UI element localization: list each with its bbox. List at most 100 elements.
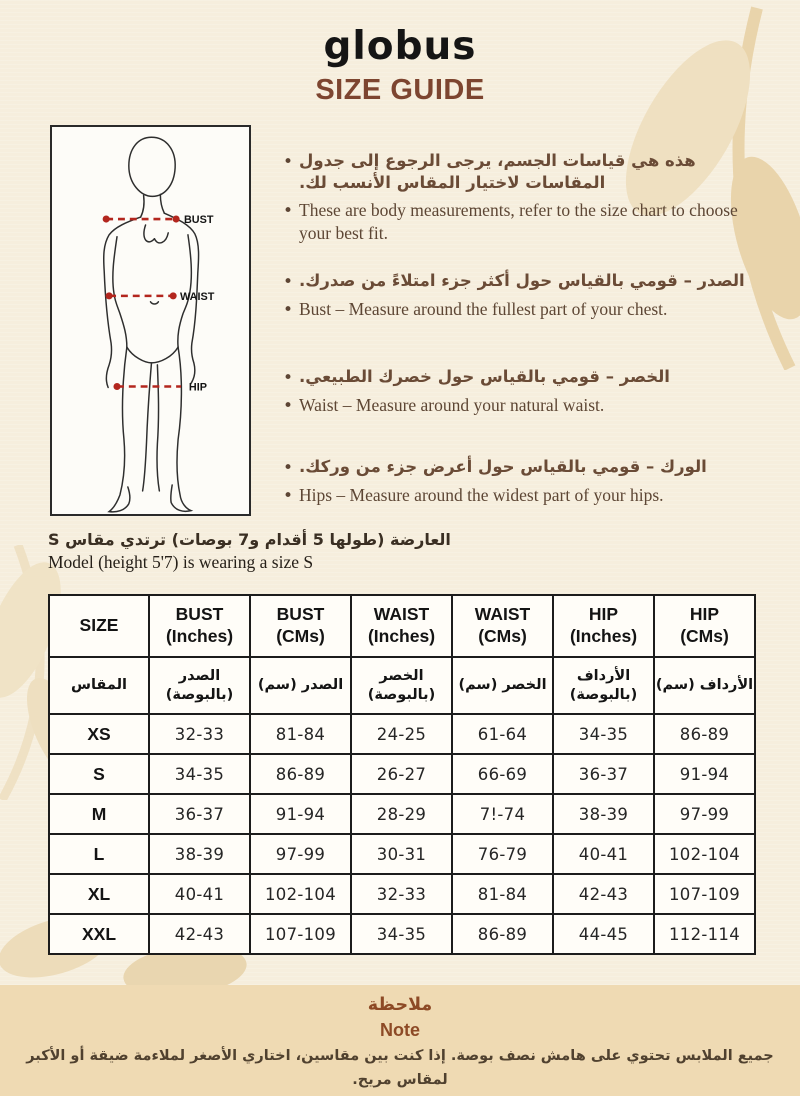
- cell-value: 36-37: [552, 753, 655, 795]
- size-label: L: [48, 833, 150, 875]
- cell-value: 40-41: [552, 833, 655, 875]
- header-line: BUST: [175, 604, 224, 625]
- instruction-text: الصدر – قومي بالقياس حول أكثر جزء امتلاء…: [299, 270, 745, 290]
- cell-value: 44-45: [552, 913, 655, 955]
- col-header-waist-cm-ar: الخصر (سم): [451, 656, 554, 715]
- table-row-m: M 36-37 91-94 28-29 7!-74 38-39 97-99: [48, 793, 756, 835]
- body-measurement-diagram: BUST WAIST HIP: [50, 125, 251, 516]
- col-header-hip-in-ar: الأرداف (بالبوصة): [552, 656, 655, 715]
- page-title: SIZE GUIDE: [315, 74, 485, 106]
- note-body-en: All garments have a ½ inch margin. On a …: [0, 1093, 800, 1096]
- bullet-icon: •: [283, 367, 294, 388]
- cell-value: 86-89: [653, 713, 756, 755]
- instruction-bust-en: • Bust – Measure around the fullest part…: [283, 298, 745, 321]
- cell-value: 91-94: [249, 793, 352, 835]
- note-body-ar: جميع الملابس تحتوي على هامش نصف بوصة. إذ…: [26, 1047, 774, 1088]
- model-size-note-en: Model (height 5'7) is wearing a size S: [48, 552, 314, 573]
- hip-line-label: HIP: [189, 381, 207, 393]
- cell-value: 40-41: [148, 873, 251, 915]
- note-title-ar: ملاحظة: [367, 995, 433, 1015]
- size-label: M: [48, 793, 150, 835]
- cell-value: 36-37: [148, 793, 251, 835]
- header-line: (CMs): [478, 626, 527, 646]
- header-line: الصدر: [178, 667, 221, 684]
- cell-value: 66-69: [451, 753, 554, 795]
- cell-value: 24-25: [350, 713, 453, 755]
- col-header-bust-cm: BUST (CMs): [249, 594, 352, 658]
- cell-value: 86-89: [249, 753, 352, 795]
- instruction-text: Hips – Measure around the widest part of…: [299, 485, 664, 506]
- col-header-hip-cm: HIP (CMs): [653, 594, 756, 658]
- cell-value: 107-109: [249, 913, 352, 955]
- header-line: HIP: [689, 604, 720, 625]
- header-line: الخصر: [379, 667, 424, 684]
- table-row-l: L 38-39 97-99 30-31 76-79 40-41 102-104: [48, 833, 756, 875]
- instruction-hip-en: • Hips – Measure around the widest part …: [283, 484, 745, 507]
- note-title-en: Note: [380, 1019, 420, 1040]
- cell-value: 42-43: [148, 913, 251, 955]
- cell-value: 34-35: [148, 753, 251, 795]
- header-line: (Inches): [165, 626, 234, 646]
- instruction-text: الخصر – قومي بالقياس حول خصرك الطبيعي.: [299, 366, 670, 386]
- cell-value: 107-109: [653, 873, 756, 915]
- header-line: WAIST: [474, 604, 531, 625]
- header-line: (CMs): [276, 626, 325, 646]
- col-header-bust-cm-ar: الصدر (سم): [249, 656, 352, 715]
- cell-value: 97-99: [653, 793, 756, 835]
- instruction-body-en: • These are body measurements, refer to …: [283, 199, 745, 245]
- header-line: (بالبوصة): [367, 686, 436, 703]
- instruction-text: الورك – قومي بالقياس حول أعرض جزء من ورك…: [299, 457, 707, 477]
- col-header-bust-in-ar: الصدر (بالبوصة): [148, 656, 251, 715]
- cell-value: 26-27: [350, 753, 453, 795]
- header-line: (Inches): [367, 626, 436, 646]
- cell-value: 102-104: [249, 873, 352, 915]
- col-header-size-ar: المقاس: [48, 656, 150, 715]
- cell-value: 34-35: [552, 713, 655, 755]
- instruction-text: Waist – Measure around your natural wais…: [299, 395, 605, 415]
- model-size-note: العارضة (طولها 5 أقدام و7 بوصات) ترتدي م…: [48, 529, 478, 575]
- col-header-hip-in: HIP (Inches): [552, 594, 655, 658]
- cell-value: 61-64: [451, 713, 554, 755]
- header-line: HIP: [588, 604, 619, 625]
- col-header-hip-cm-ar: الأرداف (سم): [653, 656, 756, 715]
- size-label: XS: [48, 713, 150, 755]
- instruction-text: Bust – Measure around the fullest part o…: [299, 298, 668, 319]
- bullet-icon: •: [283, 396, 294, 416]
- size-label: S: [48, 753, 150, 795]
- table-header-row-ar: المقاس الصدر (بالبوصة) الصدر (سم) الخصر …: [48, 656, 756, 715]
- cell-value: 34-35: [350, 913, 453, 955]
- col-header-bust-in: BUST (Inches): [148, 594, 251, 658]
- cell-value: 76-79: [451, 833, 554, 875]
- table-row-xl: XL 40-41 102-104 32-33 81-84 42-43 107-1…: [48, 873, 756, 915]
- cell-value: 86-89: [451, 913, 554, 955]
- header-line: BUST: [276, 604, 325, 625]
- note-section: ملاحظة Note جميع الملابس تحتوي على هامش …: [0, 985, 800, 1096]
- cell-value: 32-33: [148, 713, 251, 755]
- bullet-icon: •: [283, 299, 294, 320]
- cell-value: 38-39: [552, 793, 655, 835]
- instruction-bust-ar: • الصدر – قومي بالقياس حول أكثر جزء امتل…: [283, 270, 745, 293]
- bullet-icon: •: [283, 486, 294, 507]
- bullet-icon: •: [283, 271, 294, 292]
- cell-value: 81-84: [451, 873, 554, 915]
- cell-value: 81-84: [249, 713, 352, 755]
- header-line: (Inches): [569, 626, 638, 646]
- size-label: XXL: [48, 913, 150, 955]
- cell-value: 102-104: [653, 833, 756, 875]
- instruction-text: These are body measurements, refer to th…: [299, 200, 738, 243]
- col-header-waist-cm: WAIST (CMs): [451, 594, 554, 658]
- instruction-waist-en: • Waist – Measure around your natural wa…: [283, 394, 745, 417]
- cell-value: 7!-74: [451, 793, 554, 835]
- header-line: (بالبوصة): [165, 686, 234, 703]
- col-header-size: SIZE: [48, 594, 150, 658]
- cell-value: 32-33: [350, 873, 453, 915]
- bust-line-label: BUST: [184, 214, 214, 226]
- header-line: (بالبوصة): [569, 686, 638, 703]
- bullet-icon: •: [283, 201, 294, 222]
- waist-line-label: WAIST: [180, 291, 215, 303]
- table-row-xs: XS 32-33 81-84 24-25 61-64 34-35 86-89: [48, 713, 756, 755]
- cell-value: 91-94: [653, 753, 756, 795]
- brand-logo: globus: [323, 24, 477, 69]
